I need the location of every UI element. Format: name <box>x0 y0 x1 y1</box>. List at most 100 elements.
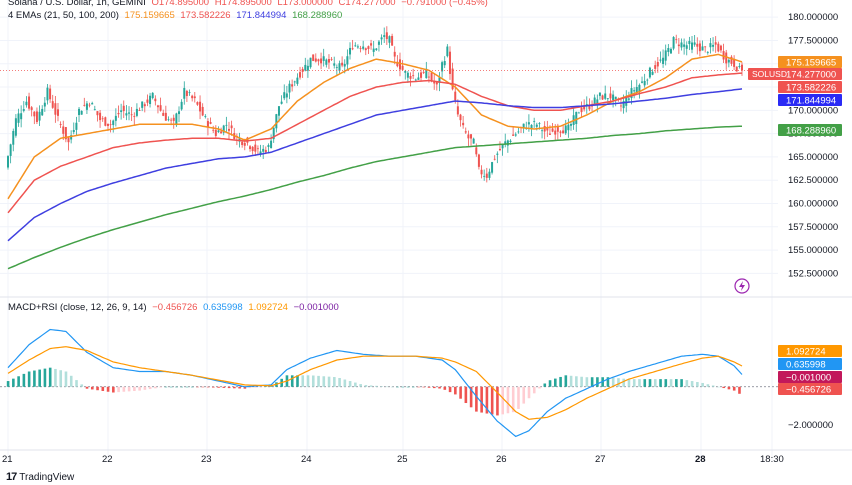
macd-legend-label: MACD+RSI (close, 12, 26, 9, 14) <box>8 302 147 313</box>
histogram-bar <box>206 386 210 388</box>
time-tick-label: 23 <box>201 454 212 465</box>
candle-body <box>178 111 181 115</box>
histogram-bar <box>180 386 184 388</box>
candle-body <box>719 45 722 51</box>
candle-body <box>91 103 94 105</box>
candle-body <box>404 70 407 73</box>
histogram-bar <box>296 375 299 387</box>
candle-body <box>346 56 349 65</box>
macd-line <box>7 328 743 438</box>
histogram-bar <box>354 382 357 387</box>
candle-body <box>146 99 149 103</box>
candle-body <box>193 96 196 99</box>
histogram-bar <box>385 386 389 388</box>
candle-body <box>451 68 454 90</box>
price-tag <box>778 94 842 106</box>
candle-body <box>541 130 544 132</box>
candle-body <box>501 144 504 149</box>
candle-body <box>522 123 525 129</box>
macd-tag-value: 0.635998 <box>786 360 826 371</box>
candle-body <box>625 96 628 106</box>
candle-body <box>441 62 444 72</box>
histogram-bar <box>185 386 189 388</box>
macd-histogram <box>6 367 741 416</box>
candle-body <box>683 44 686 47</box>
macd-tag-value: −0.456726 <box>786 385 831 396</box>
candle-body <box>475 147 478 155</box>
price-tag <box>778 81 842 93</box>
candle-body <box>7 156 9 168</box>
histogram-bar <box>106 386 110 392</box>
histogram-bar <box>12 378 15 387</box>
candle-body <box>606 98 609 100</box>
time-tick-label: 21 <box>2 454 13 465</box>
candle-body <box>17 113 20 123</box>
candle-body <box>151 92 154 99</box>
candle-body <box>559 131 562 133</box>
tradingview-logo-icon: 17 <box>6 471 17 483</box>
candle-body <box>414 79 417 81</box>
histogram-bar <box>248 386 252 389</box>
candle-body <box>220 131 223 134</box>
histogram-bar <box>538 386 541 389</box>
histogram-bar <box>706 384 710 387</box>
candle-body <box>435 81 438 85</box>
candle-body <box>322 56 325 61</box>
candle-body <box>562 130 565 134</box>
histogram-bar <box>732 386 736 391</box>
candle-body <box>285 93 288 98</box>
candle-body <box>714 42 717 45</box>
candle-body <box>459 114 462 121</box>
histogram-bar <box>496 386 499 416</box>
candle-body <box>62 126 65 134</box>
histogram-bar <box>464 386 468 404</box>
signal-value: 1.092724 <box>248 302 288 313</box>
histogram-bar <box>59 370 63 387</box>
histogram-bar <box>201 386 205 388</box>
histogram-bar <box>443 386 447 390</box>
histogram-bar <box>164 386 168 388</box>
price-tick-label: 155.000000 <box>788 245 838 256</box>
candle-body <box>641 81 644 83</box>
candle-body <box>88 104 91 106</box>
candle-body <box>320 58 323 64</box>
candle-body <box>170 119 173 121</box>
candle-body <box>596 99 599 106</box>
candle-body <box>375 48 378 50</box>
price-tag-value: 171.844994 <box>786 96 836 107</box>
candle-body <box>619 105 622 107</box>
price-tag <box>778 56 842 68</box>
candle-body <box>567 124 570 131</box>
histogram-bar <box>559 376 562 387</box>
ema-line-ema50 <box>7 72 743 214</box>
ema50-value: 173.582226 <box>180 10 231 21</box>
candle-body <box>275 114 278 129</box>
candle-body <box>709 43 712 48</box>
histogram-bar <box>669 379 673 387</box>
candle-body <box>225 124 228 126</box>
candle-body <box>341 62 344 66</box>
histogram-bar <box>101 386 105 391</box>
histogram-bar <box>369 385 373 387</box>
symbol-legend: Solana / U.S. Dollar, 1h, GEMINI O174.89… <box>8 0 491 9</box>
tradingview-watermark[interactable]: 17 TradingView <box>6 471 74 483</box>
candle-body <box>64 127 67 140</box>
candle-body <box>154 98 157 102</box>
candle-body <box>288 83 291 93</box>
price-tick-label: 177.500000 <box>788 35 838 46</box>
histogram-bar <box>333 377 336 387</box>
price-tick-label: 170.000000 <box>788 105 838 116</box>
histogram-bar <box>375 385 378 387</box>
candle-body <box>272 127 275 140</box>
signal-line <box>7 346 743 420</box>
candle-body <box>212 129 215 131</box>
candle-body <box>730 56 733 64</box>
histogram-bar <box>501 386 504 415</box>
candle-body <box>427 76 430 78</box>
candle-body <box>206 121 209 128</box>
histogram-bar <box>390 386 394 388</box>
histogram-bar <box>222 386 226 388</box>
candle-body <box>306 65 309 71</box>
candle-body <box>101 118 104 120</box>
